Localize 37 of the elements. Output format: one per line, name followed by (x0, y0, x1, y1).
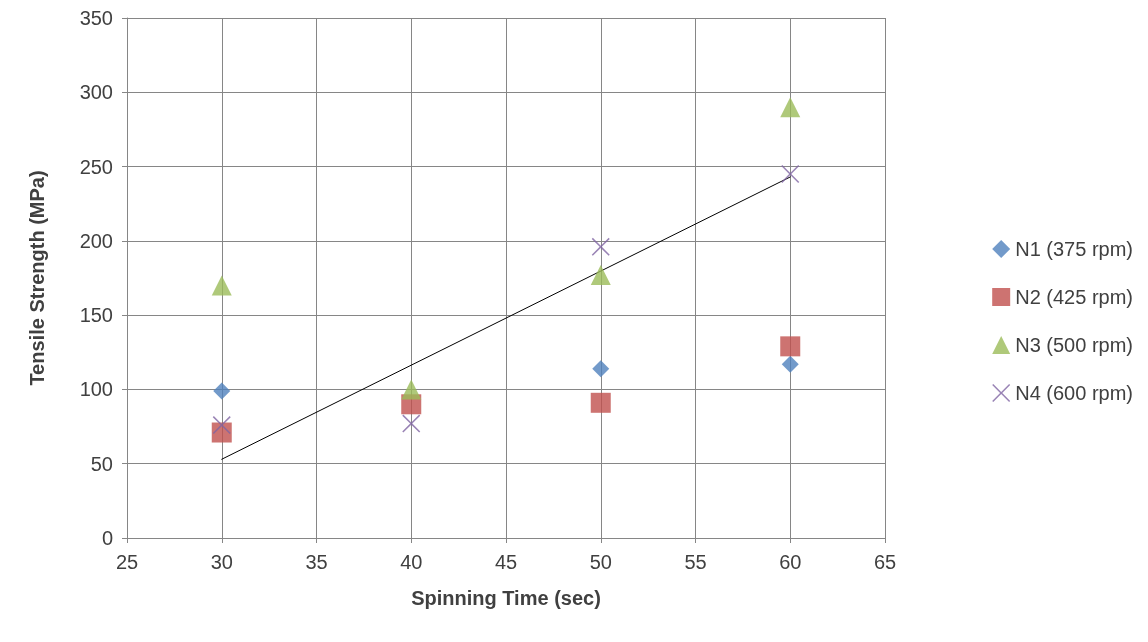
point (780, 97, 801, 118)
x-tick-label: 40 (400, 551, 423, 573)
y-axis-title: Tensile Strength (MPa) (26, 170, 48, 386)
point (401, 379, 422, 400)
point (590, 392, 611, 413)
point (780, 336, 801, 357)
point (781, 165, 800, 183)
x-tick-label: 55 (684, 551, 707, 573)
legend-label: N3 (500 rpm) (1015, 334, 1133, 356)
y-tick-label: 50 (90, 452, 113, 475)
point (213, 382, 231, 400)
point (212, 416, 231, 435)
x-tick-label: 50 (589, 551, 612, 573)
x-tick-label: 45 (494, 551, 518, 573)
point (211, 422, 232, 443)
legend-label: N4 (600 rpm) (1015, 382, 1133, 404)
y-tick-label: 100 (79, 378, 113, 401)
x-tick-label: 30 (210, 551, 233, 573)
point (591, 237, 610, 256)
y-tick-label: 350 (79, 7, 113, 29)
point (781, 355, 799, 373)
x-axis-title: Spinning Time (sec) (411, 587, 601, 609)
x-tick-label: 25 (115, 551, 139, 573)
x-tick-label: 35 (305, 551, 328, 573)
y-tick-label: 300 (79, 81, 113, 104)
x-tick-label: 65 (873, 551, 897, 573)
point (592, 360, 610, 378)
point (402, 414, 421, 433)
point (590, 265, 611, 286)
legend-label: N2 (425 rpm) (1015, 286, 1133, 308)
point (211, 275, 232, 296)
y-tick-label: 0 (101, 527, 113, 549)
y-tick-label: 200 (79, 229, 113, 252)
y-tick-label: 250 (79, 155, 113, 178)
x-tick-label: 60 (779, 551, 802, 573)
legend-label: N1 (375 rpm) (1015, 238, 1133, 260)
y-tick-label: 150 (79, 304, 113, 327)
